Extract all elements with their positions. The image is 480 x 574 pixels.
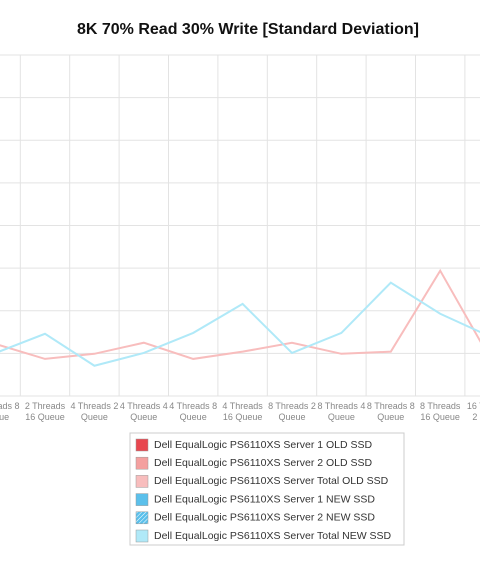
x-tick-label: 8 Threads 4 Queue [317, 401, 366, 422]
x-tick-label: 8 Threads 8 Queue [366, 401, 415, 422]
legend-box [129, 432, 405, 546]
legend-swatch [135, 475, 149, 488]
legend-label: Dell EqualLogic PS6110XS Server Total NE… [154, 530, 392, 542]
legend-label: Dell EqualLogic PS6110XS Server 2 OLD SS… [154, 457, 373, 469]
legend-swatch [135, 493, 149, 506]
x-tick-label: 2 Threads 8 Queue [0, 401, 20, 422]
x-tick-label: 8 Threads 2 Queue [268, 401, 316, 422]
x-tick-label: 8 Threads 16 Queue [420, 401, 461, 422]
x-tick-label: 4 Threads 4 Queue [119, 401, 168, 422]
legend-swatch [135, 529, 149, 543]
x-tick-label: 2 Threads 16 Queue [24, 401, 66, 422]
x-tick-label: 4 Threads 8 Queue [169, 401, 218, 422]
x-tick-label: 4 Threads 16 Queue [222, 401, 263, 422]
legend-swatch [135, 438, 149, 452]
x-tick-label: 4 Threads 2 Queue [70, 401, 119, 422]
legend-label: Dell EqualLogic PS6110XS Server 2 NEW SS… [154, 512, 375, 524]
series-line [0, 281, 480, 367]
legend-label: Dell EqualLogic PS6110XS Server Total OL… [154, 475, 389, 487]
series-line [0, 268, 480, 360]
legend-swatch [135, 511, 149, 525]
x-tick-label: 16 Threads 2 Queue [466, 401, 480, 422]
legend-label: Dell EqualLogic PS6110XS Server 1 NEW SS… [154, 493, 375, 505]
legend-label: Dell EqualLogic PS6110XS Server 1 OLD SS… [154, 439, 373, 451]
chart-title: 8K 70% Read 30% Write [Standard Deviatio… [77, 21, 419, 38]
legend-swatch [135, 456, 149, 470]
